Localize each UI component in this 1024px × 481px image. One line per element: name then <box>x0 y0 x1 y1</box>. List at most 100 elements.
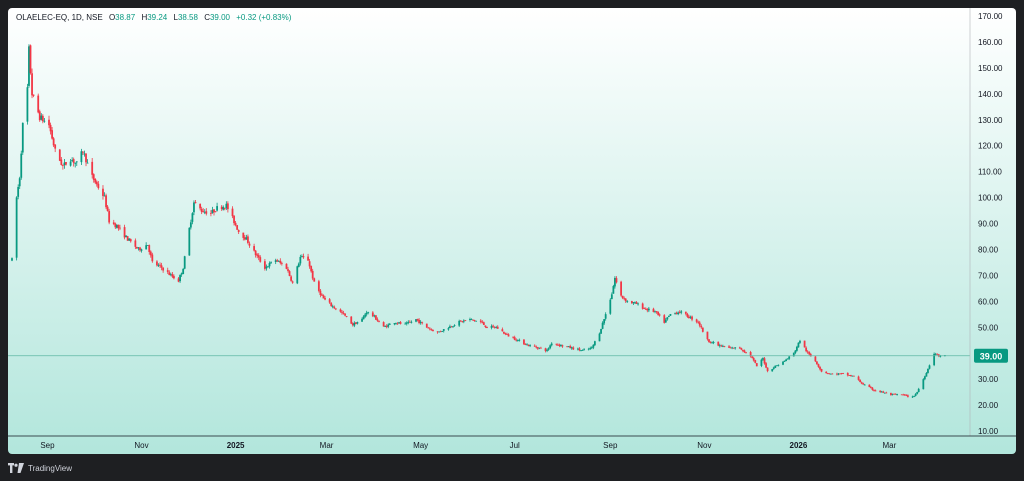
candle-body <box>65 161 67 165</box>
candle <box>677 311 680 316</box>
candle <box>939 354 942 358</box>
candle-body <box>914 394 917 396</box>
candle-body <box>538 347 541 349</box>
y-tick-label: 20.00 <box>978 401 999 410</box>
candle <box>905 394 908 397</box>
candle <box>259 255 262 263</box>
open-label: O <box>108 13 116 22</box>
candle-body <box>407 321 410 323</box>
candle-body <box>828 373 831 375</box>
candle <box>40 113 43 121</box>
candle <box>129 238 132 243</box>
candle-body <box>166 270 169 272</box>
candle-body <box>108 211 111 223</box>
candle <box>399 321 402 325</box>
candle <box>200 206 203 215</box>
candle <box>11 257 13 262</box>
candle <box>253 243 255 252</box>
candle <box>674 312 676 315</box>
candle <box>74 162 77 168</box>
candle-body <box>308 261 311 267</box>
candle <box>623 296 626 301</box>
candle-body <box>927 368 929 373</box>
candle-body <box>817 364 820 367</box>
candle <box>903 393 906 396</box>
candle <box>222 205 225 211</box>
candle <box>106 205 109 212</box>
candle <box>313 277 316 282</box>
candle-body <box>322 295 325 299</box>
candle <box>342 310 345 315</box>
candle-body <box>85 153 87 163</box>
candle-body <box>364 314 367 317</box>
candle-body <box>515 339 518 341</box>
candle <box>37 93 40 114</box>
candle-body <box>934 353 937 355</box>
candle <box>592 344 595 350</box>
candle-body <box>296 266 299 284</box>
candle <box>58 148 61 162</box>
candle-body <box>783 360 786 362</box>
candle-body <box>265 266 268 269</box>
candle <box>723 345 726 348</box>
candle <box>449 324 451 329</box>
candle-body <box>754 360 757 363</box>
candle <box>808 351 811 356</box>
candle <box>601 321 604 330</box>
candle-body <box>129 239 132 242</box>
candle <box>879 390 882 393</box>
candle <box>816 361 818 365</box>
candle-body <box>162 267 165 271</box>
candle-body <box>902 394 905 396</box>
candle-body <box>763 358 766 364</box>
candle <box>871 387 874 391</box>
candlestick-chart[interactable]: 39.00 10.00 20.00 30.00 50.00 60.00 70.00 80.0… <box>8 8 1016 454</box>
candle-body <box>809 354 812 357</box>
candle-body <box>137 247 140 249</box>
candle-body <box>279 260 282 263</box>
candle <box>666 317 669 321</box>
candle-body <box>808 352 811 355</box>
candle-body <box>427 327 430 329</box>
candle <box>732 347 735 349</box>
candle <box>362 315 365 320</box>
candle <box>351 322 354 327</box>
candle <box>442 329 445 333</box>
candle-body <box>868 384 871 388</box>
candle <box>168 270 171 276</box>
candle <box>624 298 627 303</box>
candle-body <box>786 358 789 360</box>
candle <box>711 341 713 344</box>
candle-body <box>123 227 126 238</box>
candle <box>43 117 46 123</box>
candle <box>395 322 397 325</box>
tradingview-branding[interactable]: TradingView <box>8 461 72 475</box>
candle <box>788 355 791 361</box>
candle <box>916 391 919 395</box>
chart-area[interactable]: 39.00 10.00 20.00 30.00 50.00 60.00 70.00 80.0… <box>8 8 1016 454</box>
candle <box>578 347 581 352</box>
candle-body <box>555 343 558 345</box>
candle <box>655 311 658 314</box>
candle <box>740 347 743 351</box>
candle-body <box>911 396 914 398</box>
candle <box>191 212 194 225</box>
candle-body <box>183 256 186 269</box>
candle-body <box>518 339 521 341</box>
candle-body <box>859 379 862 382</box>
candle-body <box>473 320 476 321</box>
candle <box>82 150 84 155</box>
candle-body <box>641 303 644 309</box>
candle <box>421 321 424 325</box>
candle-body <box>860 382 863 384</box>
candle <box>634 301 636 304</box>
candle <box>32 94 35 98</box>
candle-body <box>495 327 498 328</box>
candle <box>376 317 379 322</box>
candle-body <box>869 387 872 388</box>
candle-body <box>333 306 336 309</box>
candle-body <box>378 321 380 323</box>
candle-body <box>721 345 724 347</box>
candle <box>819 365 821 371</box>
candle <box>245 234 248 240</box>
